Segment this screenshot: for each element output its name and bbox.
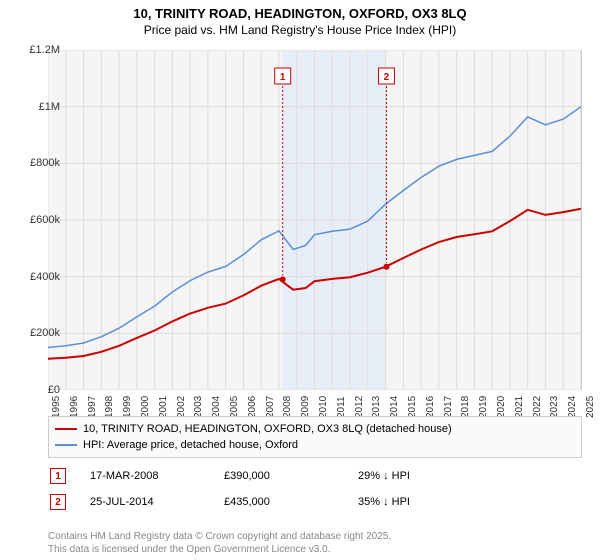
footer-line: Contains HM Land Registry data © Crown c… [48,530,582,543]
legend-item: 10, TRINITY ROAD, HEADINGTON, OXFORD, OX… [55,421,575,437]
x-axis-tick-label: 2020 [496,396,507,418]
x-axis-tick-label: 2010 [318,396,329,418]
svg-text:1: 1 [280,72,286,83]
annotation-note: 29% ↓ HPI [358,470,468,482]
chart-title: 10, TRINITY ROAD, HEADINGTON, OXFORD, OX… [0,0,600,23]
annotation-row: 2 25-JUL-2014 £435,000 35% ↓ HPI [48,490,582,514]
chart-legend: 10, TRINITY ROAD, HEADINGTON, OXFORD, OX… [48,416,582,458]
legend-swatch [55,428,77,430]
x-axis-tick-label: 2001 [158,396,169,418]
svg-text:2: 2 [384,72,390,83]
y-axis-tick-label: £200k [30,327,60,339]
annotation-note: 35% ↓ HPI [358,496,468,508]
annotation-price: £435,000 [224,496,334,508]
x-axis-tick-label: 2015 [407,396,418,418]
annotation-row: 1 17-MAR-2008 £390,000 29% ↓ HPI [48,464,582,488]
annotation-marker: 1 [50,468,66,484]
y-axis-tick-label: £400k [30,271,60,283]
legend-label: 10, TRINITY ROAD, HEADINGTON, OXFORD, OX… [83,423,452,435]
x-axis-tick-label: 2021 [514,396,525,418]
x-axis-tick-label: 2000 [140,396,151,418]
annotation-date: 25-JUL-2014 [90,496,200,508]
y-axis-tick-label: £1M [39,101,60,113]
x-axis-tick-label: 1999 [122,396,133,418]
annotation-date: 17-MAR-2008 [90,470,200,482]
annotation-marker: 2 [50,494,66,510]
y-axis-tick-label: £0 [48,384,60,396]
x-axis-tick-label: 2007 [265,396,276,418]
x-axis-tick-label: 2012 [354,396,365,418]
x-axis-tick-label: 2016 [425,396,436,418]
y-axis-tick-label: £1.2M [29,44,60,56]
chart-footer: Contains HM Land Registry data © Crown c… [48,530,582,556]
x-axis-tick-label: 2025 [585,396,596,418]
x-axis-tick-label: 1995 [51,396,62,418]
x-axis-tick-label: 2014 [389,396,400,418]
chart-subtitle: Price paid vs. HM Land Registry's House … [0,23,600,41]
x-axis-tick-label: 1998 [104,396,115,418]
x-axis-tick-label: 2018 [460,396,471,418]
y-axis-tick-label: £800k [30,157,60,169]
annotation-price: £390,000 [224,470,334,482]
x-axis-tick-label: 2008 [282,396,293,418]
footer-line: This data is licensed under the Open Gov… [48,543,582,556]
legend-swatch [55,444,77,446]
chart-plot-area: 12 [48,50,582,390]
x-axis-tick-label: 2004 [211,396,222,418]
x-axis-tick-label: 2011 [336,396,347,418]
x-axis-tick-label: 2024 [567,396,578,418]
x-axis-tick-label: 2017 [443,396,454,418]
x-axis-tick-label: 1997 [87,396,98,418]
x-axis-tick-label: 1996 [69,396,80,418]
x-axis-tick-label: 2022 [532,396,543,418]
y-axis-tick-label: £600k [30,214,60,226]
x-axis-tick-label: 2002 [176,396,187,418]
legend-label: HPI: Average price, detached house, Oxfo… [83,439,298,451]
x-axis-tick-label: 2006 [247,396,258,418]
x-axis-tick-label: 2013 [371,396,382,418]
x-axis-tick-label: 2023 [549,396,560,418]
x-axis-tick-label: 2005 [229,396,240,418]
legend-item: HPI: Average price, detached house, Oxfo… [55,437,575,453]
x-axis-tick-label: 2019 [478,396,489,418]
x-axis-tick-label: 2009 [300,396,311,418]
x-axis-tick-label: 2003 [193,396,204,418]
